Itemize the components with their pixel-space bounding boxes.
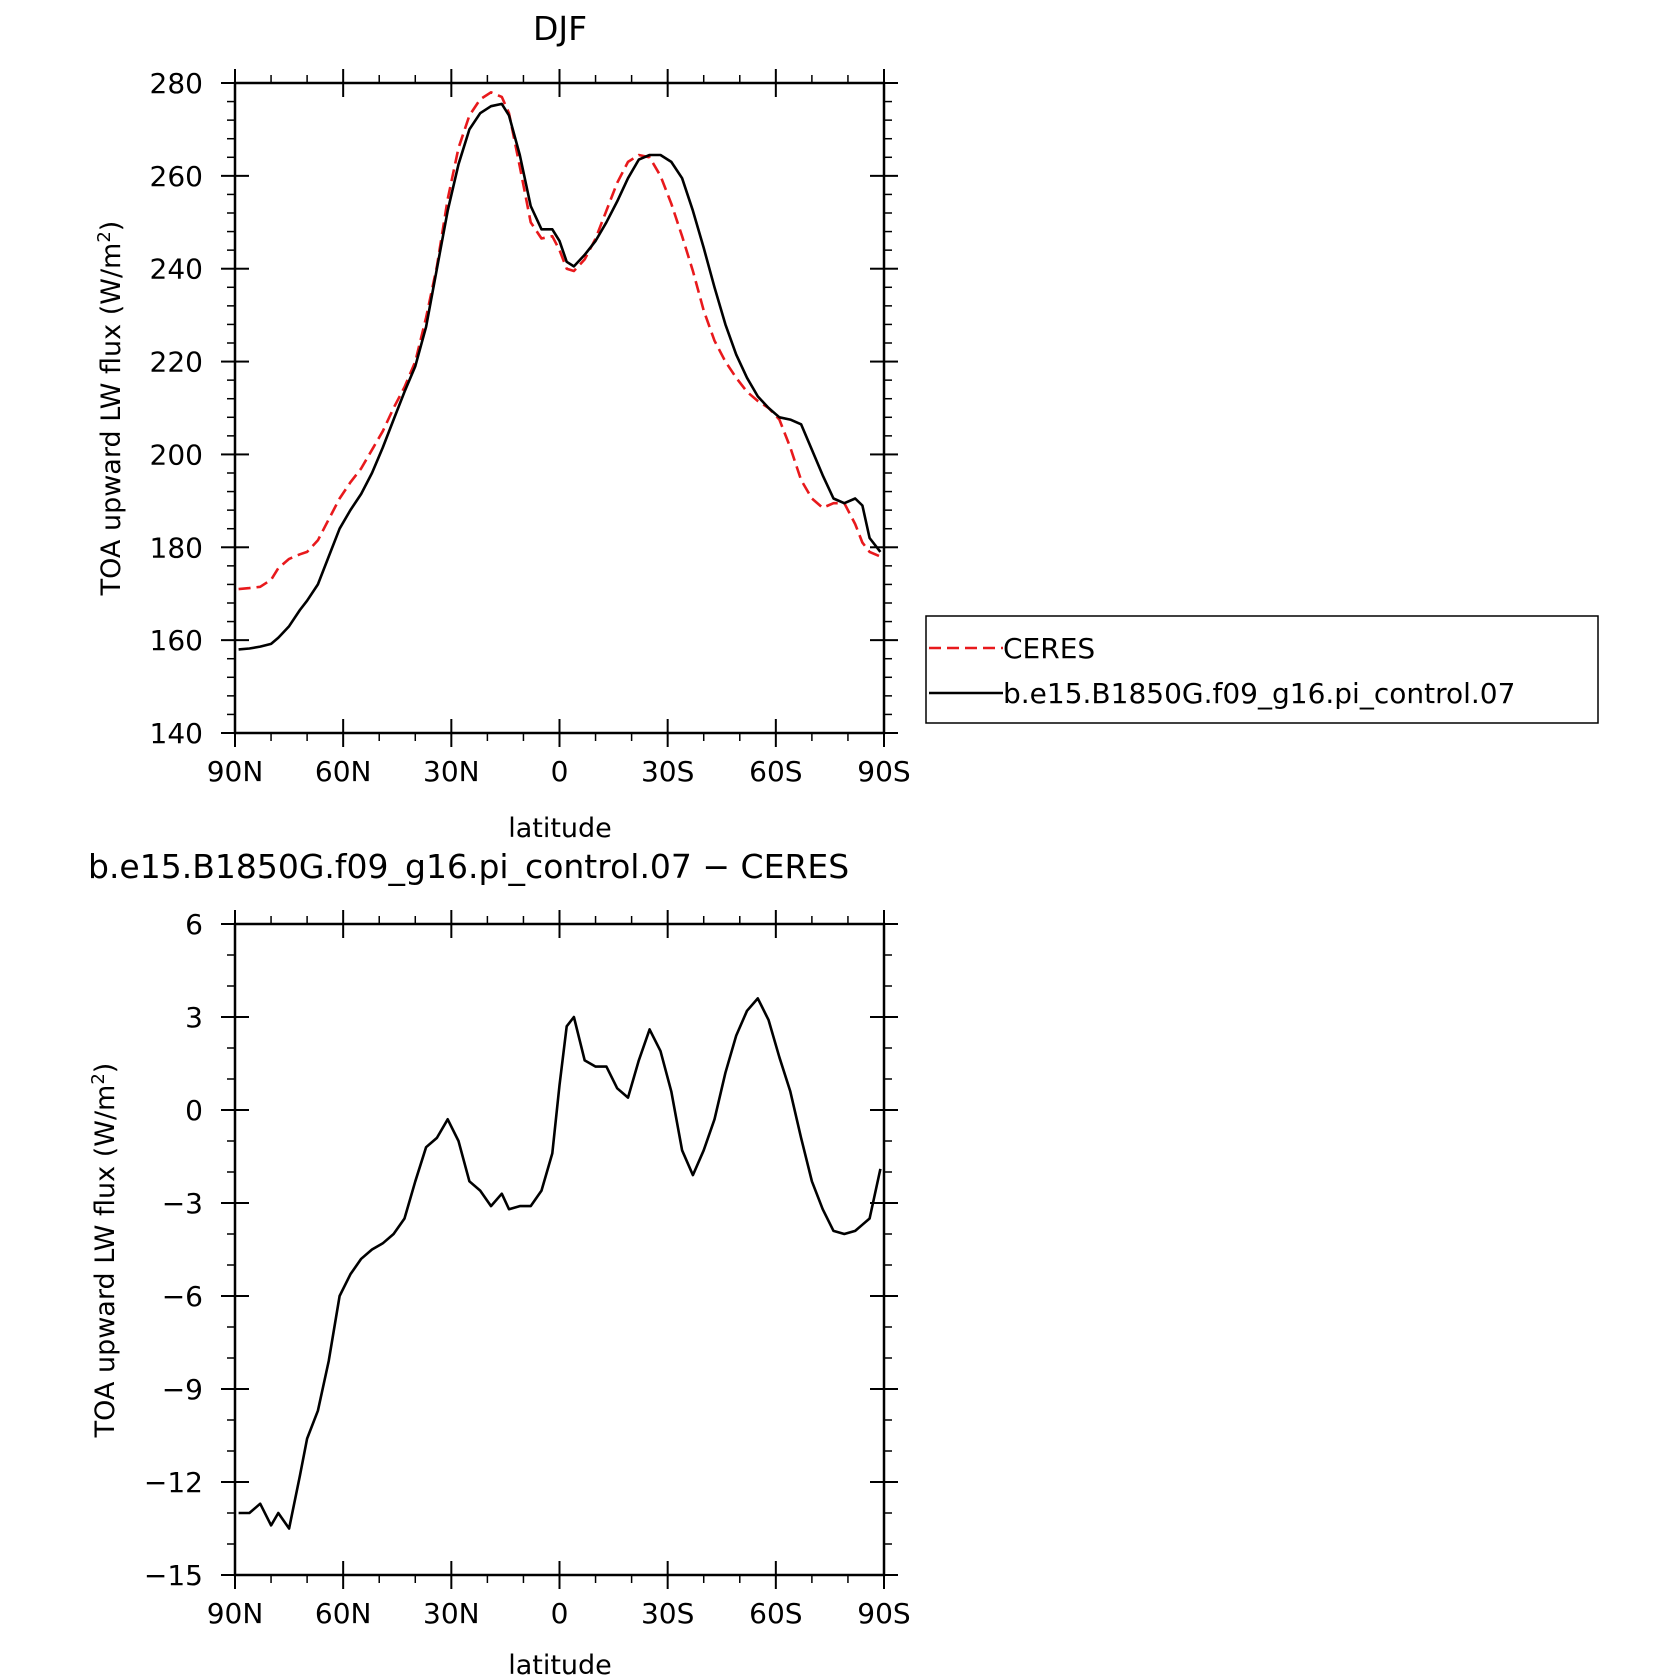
bottom-y-axis-title: TOA upward LW flux (W/m2) xyxy=(88,1063,121,1439)
bottom-x-tick-label: 30N xyxy=(423,1597,480,1630)
top-y-axis-title: TOA upward LW flux (W/m2) xyxy=(94,221,127,597)
bottom-y-tick-label: −15 xyxy=(144,1559,203,1592)
top-y-tick-label: 220 xyxy=(150,346,203,379)
bottom-plot-frame xyxy=(233,922,886,1577)
bottom-series-line-0 xyxy=(238,997,882,1530)
bottom-x-tick-label: 60S xyxy=(749,1597,802,1630)
top-x-tick-labels: 90N 60N 30N 0 30S 60S 90S xyxy=(207,755,911,788)
bottom-y-tick-label: −9 xyxy=(162,1373,203,1406)
top-y-tick-label: 160 xyxy=(150,624,203,657)
bottom-y-tick-label: 6 xyxy=(185,908,203,941)
top-x-tick-label: 90S xyxy=(857,755,910,788)
bottom-x-tick-label: 90S xyxy=(857,1597,910,1630)
bottom-plot-title: b.e15.B1850G.f09_g16.pi_control.07 − CER… xyxy=(88,847,849,886)
top-x-tick-label: 90N xyxy=(207,755,264,788)
bottom-x-axis-title: latitude xyxy=(508,1650,612,1680)
top-series-line-b-e15-b1850g-f09-g16-pi-control-07 xyxy=(238,102,882,651)
top-x-tick-label: 60S xyxy=(749,755,802,788)
bottom-series-layer xyxy=(238,997,882,1530)
top-y-tick-label: 260 xyxy=(150,160,203,193)
bottom-y-tick-label: −12 xyxy=(144,1466,203,1499)
bottom-x-tick-label: 60N xyxy=(315,1597,372,1630)
bottom-y-tick-label: −3 xyxy=(162,1187,203,1220)
legend: CERES b.e15.B1850G.f09_g16.pi_control.07 xyxy=(925,615,1599,724)
top-plot-title: DJF xyxy=(533,9,587,48)
top-ticks xyxy=(221,69,898,747)
bottom-y-tick-label: 3 xyxy=(185,1001,203,1034)
legend-box xyxy=(925,615,1599,724)
top-series-line-ceres xyxy=(238,91,881,591)
bottom-x-tick-label: 0 xyxy=(551,1597,569,1630)
bottom-x-tick-label: 90N xyxy=(207,1597,264,1630)
top-x-tick-label: 30N xyxy=(423,755,480,788)
top-y-tick-label: 140 xyxy=(150,717,203,750)
top-x-tick-label: 0 xyxy=(551,755,569,788)
bottom-panel: b.e15.B1850G.f09_g16.pi_control.07 − CER… xyxy=(88,847,911,1680)
top-plot-frame xyxy=(233,81,886,735)
top-panel: DJF 90N 60N 30N 0 30S 60S 90S 280 260 240 220 200 1… xyxy=(94,9,911,844)
top-y-tick-labels: 280 260 240 220 200 180 160 140 xyxy=(150,67,203,750)
bottom-y-tick-label: −6 xyxy=(162,1280,203,1313)
bottom-y-tick-labels: 6 3 0 −3 −6 −9 −12 −15 xyxy=(144,908,203,1592)
top-series-layer xyxy=(238,91,882,651)
legend-label-ceres: CERES xyxy=(1003,632,1095,665)
top-y-tick-label: 280 xyxy=(150,67,203,100)
top-y-tick-label: 240 xyxy=(150,253,203,286)
top-x-tick-label: 60N xyxy=(315,755,372,788)
bottom-ticks xyxy=(221,910,898,1589)
legend-label-model: b.e15.B1850G.f09_g16.pi_control.07 xyxy=(1003,677,1515,710)
top-y-tick-label: 180 xyxy=(150,531,203,564)
bottom-x-tick-label: 30S xyxy=(641,1597,694,1630)
top-x-tick-label: 30S xyxy=(641,755,694,788)
bottom-y-tick-label: 0 xyxy=(185,1094,203,1127)
top-y-tick-label: 200 xyxy=(150,438,203,471)
bottom-x-tick-labels: 90N 60N 30N 0 30S 60S 90S xyxy=(207,1597,911,1630)
top-x-axis-title: latitude xyxy=(508,813,612,844)
